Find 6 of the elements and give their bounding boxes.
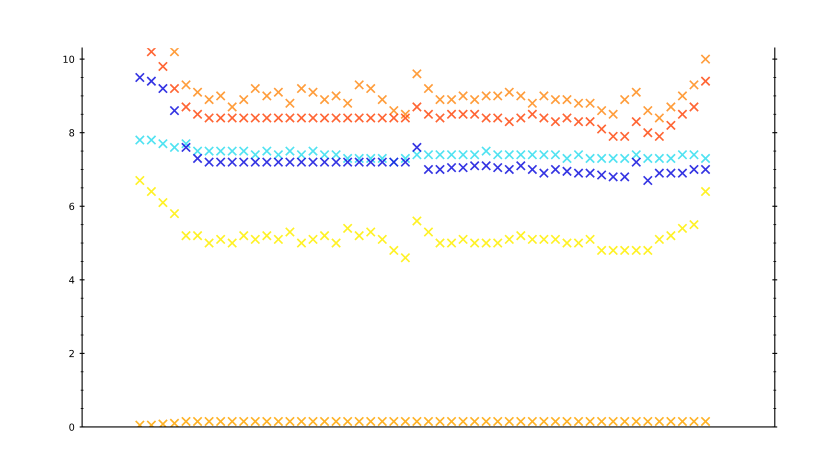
y-tick-label: 10 — [64, 56, 74, 63]
y-tick-label: 2 — [69, 350, 74, 358]
y-tick-label: 0 — [69, 423, 74, 431]
y-tick-label: 6 — [69, 202, 74, 210]
y-tick-label: 4 — [69, 276, 74, 284]
y-tick-label: 8 — [69, 129, 74, 137]
